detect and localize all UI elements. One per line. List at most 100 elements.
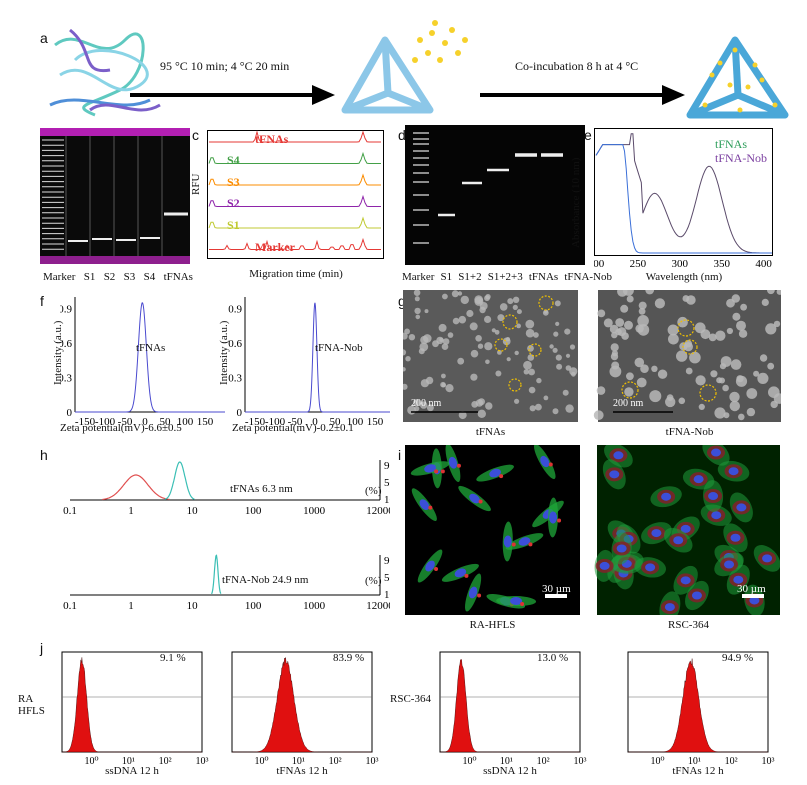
x-tick-label: 10 <box>187 505 199 517</box>
lane-label: S1 <box>83 271 96 283</box>
lane-label: tFNA-Nob <box>564 271 612 283</box>
hist-pct-1: 9.1 % <box>160 652 186 664</box>
y-tick-label: 10 <box>384 494 390 506</box>
x-tick-label: 10² <box>159 756 172 767</box>
lane-label: S3 <box>123 271 136 283</box>
trace-line <box>208 194 381 207</box>
panel-e-ylabel: Absorbance (10 nm) <box>570 157 582 248</box>
x-tick-label: -100 <box>265 416 286 425</box>
x-tick-label: 10¹ <box>122 756 135 767</box>
x-tick-label: 400 <box>755 258 772 268</box>
x-tick-label: 0.1 <box>63 600 77 612</box>
x-tick-label: 12000 <box>366 505 390 517</box>
x-tick-label: 100 <box>177 416 194 425</box>
trace-label-s4: S4 <box>227 153 240 167</box>
trace-line <box>209 237 381 251</box>
y-tick-label: 0.6 <box>60 338 73 350</box>
panel-a-schematic <box>49 20 789 119</box>
x-tick-label: 50 <box>330 416 342 425</box>
lane-label: tFNAs <box>528 271 559 283</box>
y-tick-label: 50 <box>384 477 390 489</box>
hist-pct-4: 94.9 % <box>722 652 754 664</box>
trace-label-s1: S1 <box>227 218 240 232</box>
x-tick-label: 10³ <box>762 756 775 767</box>
y-tick-label: 0.9 <box>228 304 242 316</box>
trace-label-s2: S2 <box>227 196 240 210</box>
x-tick-label: 10³ <box>366 756 379 767</box>
x-tick-label: 0.1 <box>63 505 77 517</box>
panel-h-dls: 0.11101001000120001050900.11101001000120… <box>63 460 390 612</box>
x-tick-label: 0 <box>312 416 318 425</box>
x-tick-label: 300 <box>672 258 689 268</box>
zeta-xlabel-left: Zeta potential(mV)-6.6±0.5 <box>60 422 182 434</box>
x-tick-label: 10¹ <box>500 756 513 767</box>
y-tick-label: 0.3 <box>60 373 73 385</box>
x-tick-label: 150 <box>197 416 214 425</box>
x-tick-label: 10⁰ <box>84 756 98 767</box>
hist-pct-3: 13.0 % <box>537 652 569 664</box>
x-tick-label: 1000 <box>303 600 326 612</box>
hist-xlabel-1: ssDNA 12 h <box>105 765 159 777</box>
trace-line <box>208 173 381 186</box>
lane-label: tFNAs <box>163 271 193 283</box>
lane-label: S1 <box>440 271 453 283</box>
zeta-name-right: tFNA-Nob <box>315 342 363 354</box>
nobiletin-dots <box>412 20 468 63</box>
x-tick-label: -50 <box>288 416 303 425</box>
panel-c-plot <box>207 130 384 259</box>
row-label-ra-hfls: RA HFLS <box>18 693 45 717</box>
zeta-curve <box>75 302 225 413</box>
lane-label: S4 <box>143 271 156 283</box>
panel-label-c: c <box>192 127 199 143</box>
trace-line <box>209 130 381 143</box>
panel-g-tem <box>403 290 781 422</box>
zeta-curve <box>245 302 390 413</box>
panel-e-xlabel: Wavelength (nm) <box>645 271 723 283</box>
x-tick-label: 10⁰ <box>650 756 664 767</box>
row-label-rsc364: RSC-364 <box>390 693 431 705</box>
x-tick-label: 100 <box>245 600 262 612</box>
panel-label-e: e <box>584 127 592 143</box>
confocal-caption-right: RSC-364 <box>668 619 709 631</box>
x-tick-label: 10² <box>725 756 738 767</box>
hist-pct-2: 83.9 % <box>333 652 365 664</box>
panel-d-gel <box>405 125 585 265</box>
hist-xlabel-2: tFNAs 12 h <box>276 765 328 777</box>
trace-line <box>208 151 381 164</box>
hist-xlabel-3: ssDNA 12 h <box>483 765 537 777</box>
dls-peak <box>164 461 195 501</box>
tem-scale-right: 200 nm <box>613 398 644 409</box>
x-tick-label: 1000 <box>303 505 326 517</box>
step2-label: Co-incubation 8 h at 4 °C <box>515 59 639 73</box>
panel-label-i: i <box>398 447 402 463</box>
dls-peak <box>211 554 222 595</box>
confocal-scale-right: 30 µm <box>737 583 766 595</box>
hist-area <box>628 658 768 753</box>
x-tick-label: 12000 <box>366 600 390 612</box>
x-tick-label: 250 <box>630 258 647 268</box>
panel-b-lane-labels: Marker S1 S2 S3 S4 tFNAs <box>43 271 193 283</box>
trace-label-tfnas: tFNAs <box>255 132 289 146</box>
panel-label-f: f <box>40 293 44 309</box>
zeta-name-left: tFNAs <box>136 342 166 354</box>
trace-label-s3: S3 <box>227 175 240 189</box>
y-tick-label: 90 <box>384 555 390 567</box>
tem-scale-left: 200 nm <box>411 398 442 409</box>
x-tick-label: 0 <box>142 416 148 425</box>
ssdna-strands-illustration <box>49 28 161 117</box>
lane-label: Marker <box>43 271 76 283</box>
x-tick-label: 1 <box>128 505 134 517</box>
y-tick-label: 0 <box>67 407 73 419</box>
lane-label: S1+2 <box>458 271 482 283</box>
y-tick-label: 0 <box>237 407 243 419</box>
dls-unit-top: (%) <box>365 485 382 497</box>
x-tick-label: 350 <box>713 258 730 268</box>
dls-peak <box>102 474 170 501</box>
x-tick-label: 10¹ <box>688 756 701 767</box>
panel-label-d: d <box>398 127 406 143</box>
x-tick-label: 10⁰ <box>254 756 268 767</box>
x-tick-label: 50 <box>160 416 172 425</box>
x-tick-label: -150 <box>245 416 266 425</box>
x-tick-label: 10² <box>329 756 342 767</box>
hist-area <box>440 659 580 753</box>
